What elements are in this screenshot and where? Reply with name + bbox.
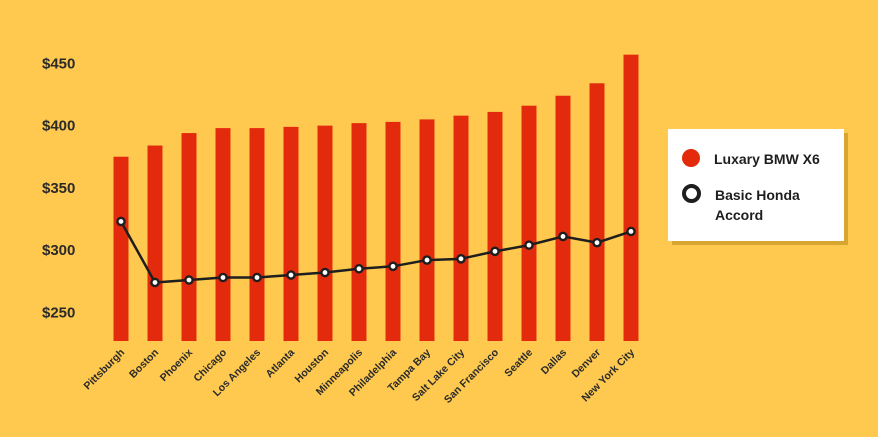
line-point (524, 240, 534, 250)
legend: Luxary BMW X6 Basic Honda Accord (668, 129, 844, 241)
x-tick-label: Dallas (539, 347, 569, 377)
line-point (558, 231, 568, 242)
line-point (592, 237, 602, 248)
line-point (116, 216, 126, 227)
line-point (320, 267, 330, 278)
line-series (116, 216, 636, 288)
x-tick-label: Seattle (502, 347, 535, 380)
bar (521, 105, 537, 341)
line-point (388, 261, 398, 272)
legend-label-honda: Basic Honda Accord (715, 187, 800, 223)
y-tick-label: $250 (42, 304, 75, 321)
legend-item-honda: Basic Honda Accord (682, 184, 833, 225)
bar (419, 119, 435, 341)
bar (215, 128, 231, 341)
red-dot-icon (682, 149, 700, 167)
bar (317, 125, 333, 342)
bar (351, 123, 367, 341)
x-tick-label: Atlanta (263, 347, 297, 381)
bar (589, 83, 605, 341)
x-tick-label: Boston (127, 347, 161, 381)
y-axis: $250 $300 $350 $400 $450 (42, 55, 75, 321)
y-tick-label: $350 (42, 180, 75, 197)
ring-marker-icon (682, 184, 701, 203)
y-tick-label: $400 (42, 118, 75, 135)
line-point (150, 277, 160, 288)
x-tick-label: Phoenix (158, 347, 195, 384)
line-point (286, 270, 296, 280)
line-point (354, 263, 364, 274)
x-tick-label: Denver (569, 347, 603, 381)
legend-label-bmw: Luxary BMW X6 (714, 151, 820, 167)
y-tick-label: $300 (42, 242, 75, 259)
line-point (626, 226, 636, 237)
line-path (119, 220, 632, 284)
bar (487, 111, 503, 341)
line-point (490, 246, 500, 257)
bar (147, 145, 163, 341)
line-point (252, 272, 262, 283)
bar (113, 156, 129, 341)
bar (555, 95, 571, 341)
x-tick-label: Pittsburgh (82, 347, 128, 393)
bar (283, 126, 299, 341)
bar (249, 128, 265, 341)
line-point (422, 255, 432, 265)
bar (385, 121, 401, 341)
line-point (184, 275, 194, 285)
line-point (456, 254, 466, 264)
y-tick-label: $450 (42, 55, 75, 72)
legend-item-bmw: Luxary BMW X6 (682, 149, 832, 169)
bar-series (113, 54, 639, 342)
bar (181, 133, 197, 341)
bar (623, 54, 639, 342)
bar (453, 115, 469, 341)
line-point (218, 272, 228, 283)
